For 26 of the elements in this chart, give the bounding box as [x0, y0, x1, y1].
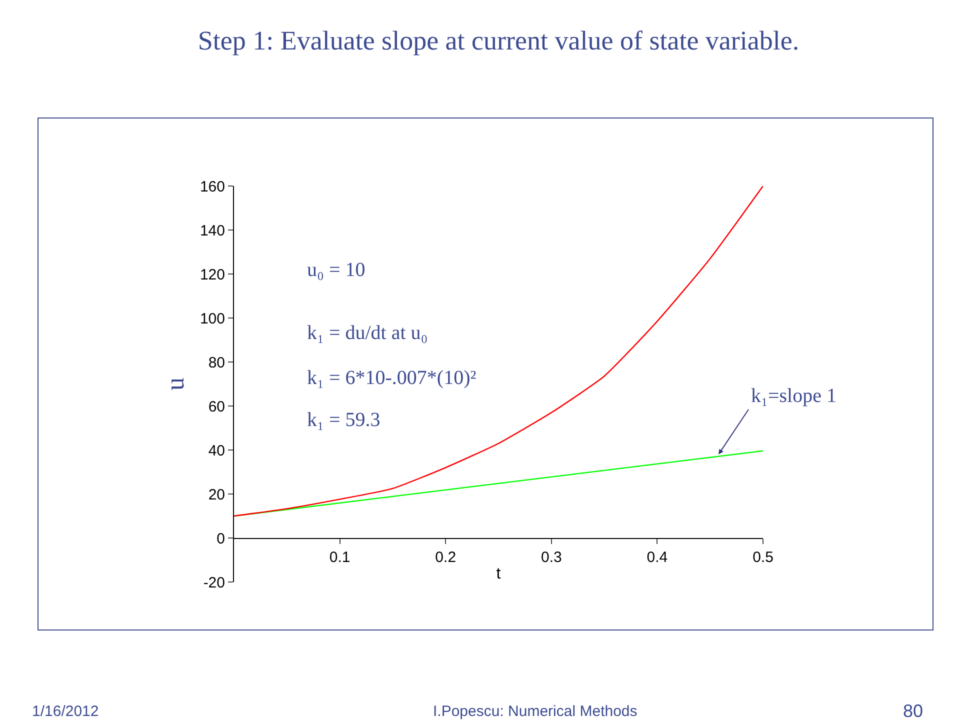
- text: I.Popescu: Numerical Methods: [433, 703, 638, 720]
- x-tick-label: 0.1: [329, 549, 350, 566]
- x-tick-label: 0.3: [540, 549, 562, 566]
- y-tick-label: -20: [203, 574, 225, 592]
- annotation: k₁ = du/dt at u₀: [307, 322, 428, 344]
- y-tick-label: 160: [200, 178, 225, 196]
- y-tick-label: 100: [200, 310, 225, 328]
- annotation: k₁ = 59.3: [307, 409, 380, 431]
- y-tick-label: 0: [216, 530, 225, 548]
- annotation: k₁ = 6*10-.007*(10)²: [307, 367, 476, 389]
- y-axis-title: u: [160, 378, 190, 390]
- text: 80: [903, 701, 924, 721]
- annotation: u₀ = 10: [307, 259, 366, 281]
- text: 1/16/2012: [32, 703, 99, 720]
- chart-title: Step 1: Evaluate slope at current value of state variable.: [198, 25, 800, 56]
- y-tick-label: 20: [208, 486, 225, 504]
- x-axis-title: t: [496, 566, 502, 583]
- x-tick-label: 0.5: [752, 549, 774, 566]
- y-tick-label: 80: [208, 354, 225, 372]
- x-tick-label: 0.2: [435, 549, 456, 566]
- y-tick-label: 140: [200, 222, 225, 240]
- x-tick-label: 0.4: [646, 549, 668, 566]
- y-tick-label: 120: [200, 266, 225, 284]
- y-tick-label: 40: [208, 442, 225, 460]
- annotation: k₁=slope 1: [751, 385, 836, 407]
- y-tick-label: 60: [208, 398, 225, 416]
